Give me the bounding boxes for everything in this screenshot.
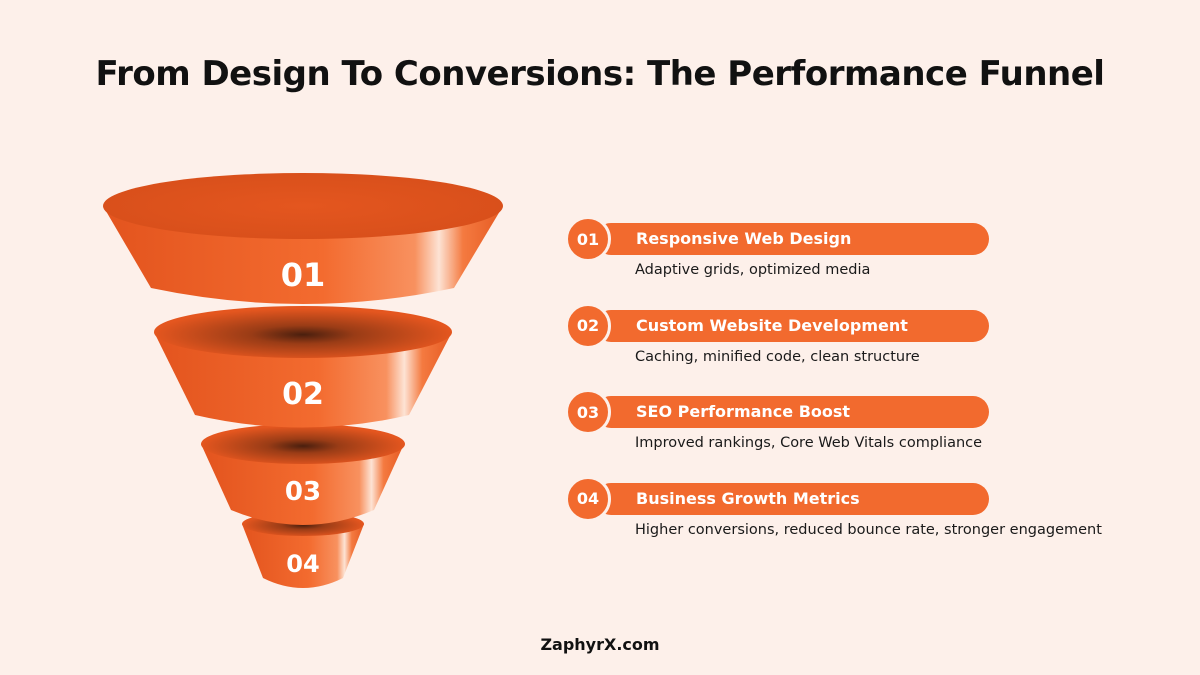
funnel-label-04: 04 bbox=[286, 550, 319, 578]
step-number-badge: 04 bbox=[565, 475, 611, 522]
step-pill: Business Growth Metrics bbox=[595, 482, 989, 515]
funnel-label-03: 03 bbox=[285, 477, 321, 507]
step-pill: Responsive Web Design bbox=[595, 223, 989, 255]
step-description: Adaptive grids, optimized media bbox=[635, 262, 871, 278]
footer-brand: ZaphyrX.com bbox=[540, 635, 660, 654]
step-number-badge: 01 bbox=[565, 216, 611, 262]
step-item: Business Growth Metrics 04 Higher conver… bbox=[565, 475, 1165, 563]
funnel-diagram: 04 03 02 01 bbox=[103, 173, 503, 588]
step-description: Caching, minified code, clean structure bbox=[635, 348, 920, 365]
step-item: SEO Performance Boost 03 Improved rankin… bbox=[565, 389, 1165, 476]
step-title: SEO Performance Boost bbox=[636, 402, 851, 421]
step-description: Higher conversions, reduced bounce rate,… bbox=[635, 521, 1102, 538]
funnel-level-01: 01 bbox=[103, 173, 503, 304]
funnel-level-02: 02 bbox=[154, 306, 452, 428]
step-title: Custom Website Development bbox=[636, 315, 908, 335]
step-title: Responsive Web Design bbox=[636, 229, 852, 248]
funnel-label-01: 01 bbox=[281, 256, 326, 294]
step-number-badge: 02 bbox=[565, 302, 611, 349]
step-description: Improved rankings, Core Web Vitals compl… bbox=[635, 435, 983, 451]
page-title: From Design To Conversions: The Performa… bbox=[95, 54, 1105, 94]
step-item: Custom Website Development 02 Caching, m… bbox=[565, 302, 1165, 390]
step-title: Business Growth Metrics bbox=[636, 488, 860, 508]
step-pill: SEO Performance Boost bbox=[595, 396, 989, 428]
funnel-label-02: 02 bbox=[282, 377, 324, 412]
step-number-badge: 03 bbox=[565, 389, 611, 435]
step-item: Responsive Web Design 01 Adaptive grids,… bbox=[565, 216, 1165, 303]
funnel-level-03: 03 bbox=[201, 424, 405, 525]
step-pill: Custom Website Development bbox=[595, 309, 989, 342]
steps-list: Responsive Web Design 01 Adaptive grids,… bbox=[565, 216, 1165, 562]
